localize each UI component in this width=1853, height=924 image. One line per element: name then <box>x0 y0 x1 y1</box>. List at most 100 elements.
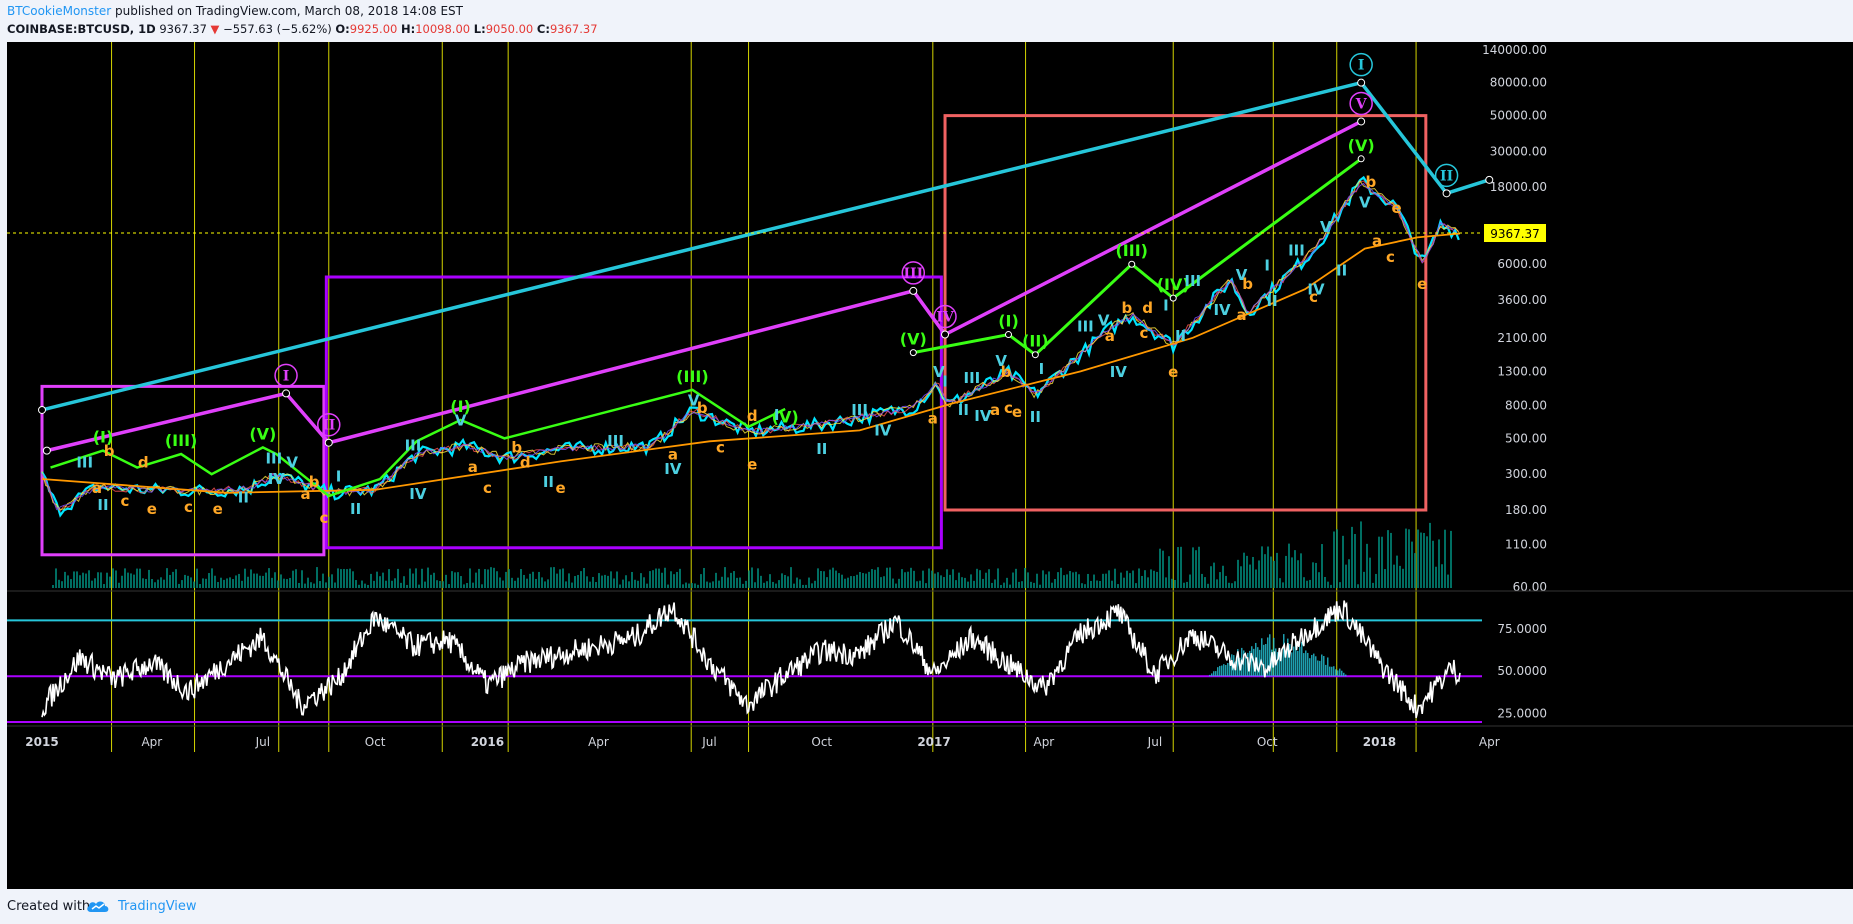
volume-bar <box>571 582 573 588</box>
correction-wave-label: c <box>184 498 193 516</box>
volume-bar <box>1432 540 1434 588</box>
minor-wave-label: V <box>455 412 467 430</box>
volume-bar <box>1090 580 1092 588</box>
correction-wave-label: b <box>104 442 115 460</box>
price-series-line <box>41 180 1460 511</box>
author-link[interactable]: BTCookieMonster <box>7 4 112 18</box>
volume-bar <box>1174 579 1176 588</box>
rsi-histogram-bar <box>1231 654 1233 677</box>
minor-wave-label: IV <box>1213 301 1231 319</box>
volume-bar <box>1042 570 1044 588</box>
volume-bar <box>1030 581 1032 588</box>
time-axis-tick: Oct <box>1257 735 1278 749</box>
volume-bar <box>1429 522 1431 588</box>
volume-bar <box>1063 575 1065 588</box>
volume-bar <box>1243 552 1245 588</box>
price-axis-tick: 800.00 <box>1505 398 1547 412</box>
volume-bar <box>577 574 579 588</box>
volume-bar <box>1294 550 1296 588</box>
volume-bar <box>1021 581 1023 588</box>
volume-bar <box>430 574 432 588</box>
volume-bar <box>241 580 243 588</box>
volume-bar <box>841 574 843 588</box>
volume-bar <box>217 582 219 588</box>
price-axis-tick: 18000.00 <box>1490 180 1547 194</box>
minor-wave-label: III <box>76 454 93 472</box>
time-axis-tick: Apr <box>588 735 609 749</box>
wave-label-ring <box>901 261 926 285</box>
volume-bar <box>1006 577 1008 588</box>
volume-bar <box>733 571 735 588</box>
chart-area[interactable]: I II I II III IV V (V) (I) (II) (III) (IV) (V) (I) (II… <box>7 42 1853 889</box>
rsi-histogram-bar <box>1309 658 1311 677</box>
volume-bar <box>391 580 393 588</box>
volume-bar <box>1192 547 1194 588</box>
volume-bar <box>1078 574 1080 588</box>
volume-bar <box>1234 581 1236 588</box>
volume-bar <box>988 569 990 588</box>
price-axis-tick: 300.00 <box>1505 467 1547 481</box>
volume-bar <box>532 571 534 588</box>
volume-bar <box>1393 564 1395 588</box>
tradingview-brand-link[interactable]: TradingView <box>118 899 197 914</box>
volume-bar <box>1126 570 1128 588</box>
volume-bar <box>1066 574 1068 588</box>
price-change: −557.63 (−5.62%) <box>223 22 332 36</box>
volume-bar <box>754 582 756 588</box>
volume-bar <box>1270 556 1272 588</box>
volume-bar <box>790 567 792 588</box>
volume-bar <box>1423 532 1425 588</box>
volume-bar <box>112 568 114 588</box>
volume-bar <box>826 577 828 588</box>
volume-bar <box>946 569 948 588</box>
volume-bar <box>145 578 147 588</box>
wave-label-ring <box>1349 91 1373 116</box>
tradingview-cloud-icon[interactable] <box>85 898 111 914</box>
volume-bar <box>283 578 285 588</box>
volume-bar <box>706 581 708 588</box>
rsi-histogram-bar <box>1271 649 1273 677</box>
volume-bar <box>751 567 753 588</box>
volume-bar <box>700 574 702 588</box>
rsi-histogram-bar <box>1221 665 1223 677</box>
volume-bar <box>574 576 576 588</box>
volume-bar <box>127 572 129 588</box>
correction-wave-label: b <box>1001 363 1012 381</box>
volume-bar <box>1252 556 1254 588</box>
volume-bar <box>301 570 303 588</box>
rsi-histogram-bar <box>1331 666 1333 677</box>
volume-bar <box>616 571 618 588</box>
volume-bar <box>64 571 66 588</box>
wave-pivot <box>909 349 917 357</box>
rsi-line <box>41 600 1461 719</box>
time-axis-tick: 2018 <box>1363 735 1396 749</box>
volume-bar <box>163 579 165 588</box>
correction-wave-label: e <box>1012 403 1022 421</box>
volume-bar <box>1072 572 1074 588</box>
symbol-legend: COINBASE:BTCUSD, 1D 9367.37 ▼ −557.63 (−… <box>7 22 598 36</box>
volume-bar <box>1117 584 1119 588</box>
volume-bar <box>1333 531 1335 588</box>
volume-bar <box>460 576 462 588</box>
rsi-histogram-bar <box>1257 647 1259 677</box>
volume-bar <box>511 577 513 588</box>
volume-bar <box>562 568 564 588</box>
volume-bar <box>871 569 873 588</box>
volume-bar <box>1279 578 1281 588</box>
rsi-histogram-bar <box>1291 652 1293 677</box>
low-value: 9050.00 <box>485 22 534 36</box>
volume-bar <box>1408 529 1410 588</box>
volume-bar <box>490 567 492 588</box>
rsi-histogram-bar <box>1327 657 1329 677</box>
publish-line: BTCookieMonster published on TradingView… <box>7 4 463 18</box>
volume-bar <box>610 571 612 588</box>
volume-bar <box>862 573 864 588</box>
volume-bar <box>55 568 57 588</box>
time-axis-tick: Jul <box>255 735 270 749</box>
volume-bar <box>1450 530 1452 588</box>
intermediate-wave-label: (III) <box>676 367 708 386</box>
volume-bar <box>385 580 387 588</box>
intermediate-wave-label: (V) <box>772 407 799 426</box>
volume-bar <box>775 583 777 588</box>
